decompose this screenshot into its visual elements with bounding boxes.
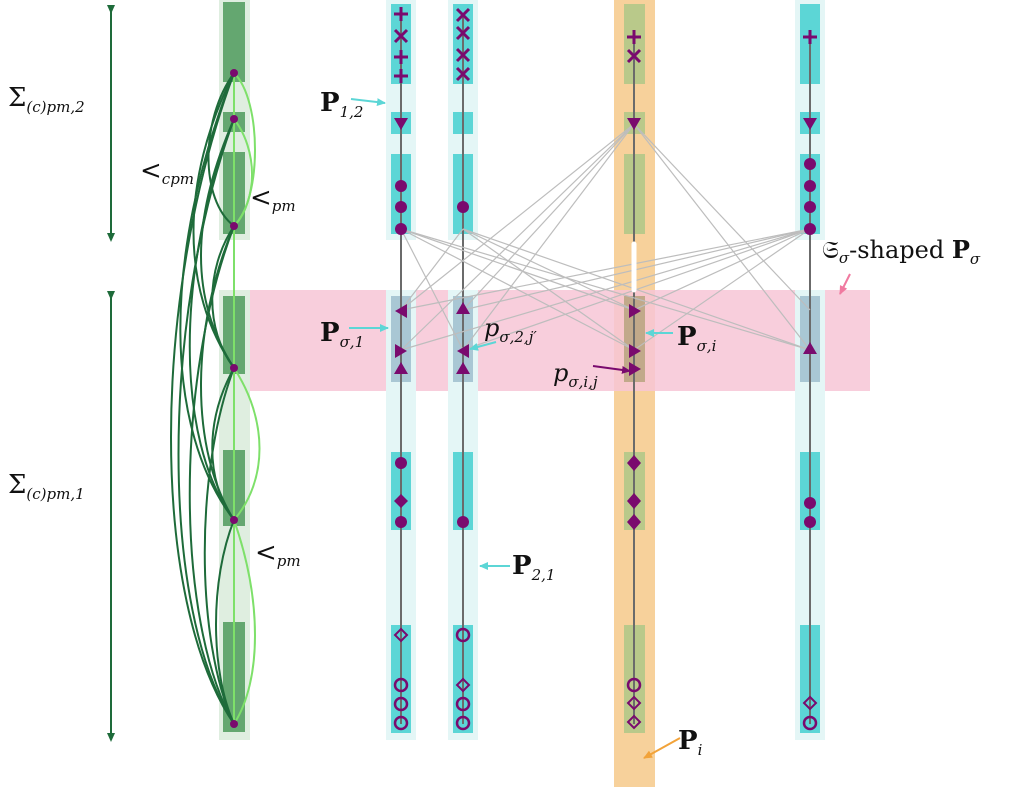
text-labels: Σ(c)pm,2 Σ(c)pm,1 <cpm <pm <pm P1,2 Pσ,1… — [8, 83, 981, 759]
less-pm-top-label: <pm — [250, 183, 296, 215]
sigma-pm1-label: Σ(c)pm,1 — [8, 470, 85, 503]
less-cpm-label: <cpm — [140, 156, 194, 188]
sigma-pm2-label: Σ(c)pm,2 — [8, 83, 85, 116]
P-i-label: Pi — [678, 726, 703, 759]
less-pm-bottom-label: <pm — [255, 538, 301, 570]
P-sigma-1-label: Pσ,1 — [320, 318, 364, 351]
S-sigma-shaped-label: 𝔖σ-shaped Pσ — [822, 235, 981, 268]
order-curves — [170, 72, 261, 725]
col4-markers — [802, 30, 818, 731]
col1-markers — [393, 7, 409, 731]
P-1-2-label: P1,2 — [320, 88, 363, 121]
left-chain-points — [230, 69, 238, 728]
colPi-markers — [626, 30, 642, 730]
col2-markers — [455, 7, 471, 731]
annotation-arrows — [349, 98, 851, 759]
P-sigma-i-label: Pσ,i — [677, 322, 717, 355]
pink-band-Psigma — [248, 290, 870, 391]
p-sigma-i-j-label: pσ,i,j — [553, 359, 598, 391]
P-2-1-label: P2,1 — [512, 551, 555, 584]
p-sigma-2-j-label: pσ,2,j′ — [484, 314, 537, 346]
